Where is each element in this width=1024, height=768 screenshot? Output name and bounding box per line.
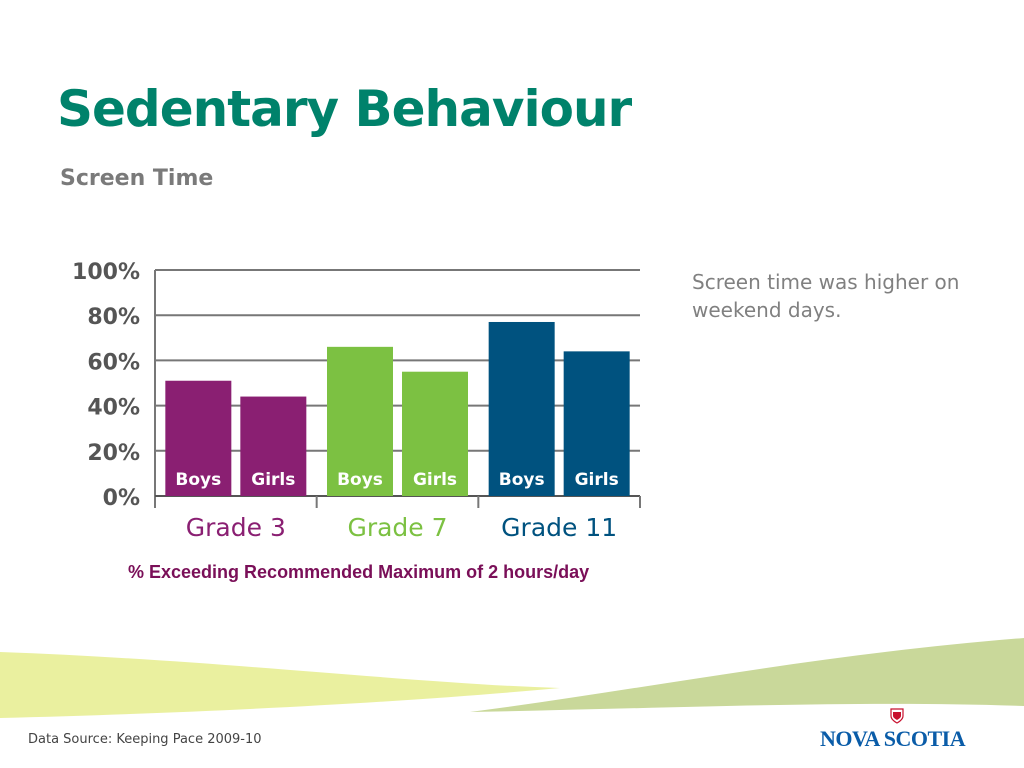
bar [240, 396, 307, 496]
group-label: Grade 3 [186, 513, 286, 542]
group-label: Grade 7 [347, 513, 447, 542]
logo-text: NOVA SCOTIA [820, 726, 966, 751]
data-source: Data Source: Keeping Pace 2009-10 [28, 732, 262, 747]
bar [165, 380, 232, 496]
bar-label: Boys [499, 470, 545, 490]
y-tick-label: 100% [72, 260, 140, 285]
y-tick-label: 80% [87, 305, 140, 330]
y-tick-label: 20% [87, 441, 140, 466]
page-title: Sedentary Behaviour [57, 80, 632, 138]
bar-label: Girls [575, 470, 619, 490]
y-tick-label: 40% [87, 396, 140, 421]
shield-icon [890, 708, 904, 724]
bar-label: Boys [337, 470, 383, 490]
y-tick-label: 60% [87, 350, 140, 375]
bar [402, 371, 468, 496]
bar-label: Girls [251, 470, 295, 490]
x-axis-label: % Exceeding Recommended Maximum of 2 hou… [128, 562, 590, 582]
page-subtitle: Screen Time [60, 166, 214, 191]
bar-chart: 0% 20% 40% 60% 80% 100% Boys Girls Grade 3 Boys Gi… [72, 260, 641, 542]
nova-scotia-logo: NOVA SCOTIA [820, 708, 980, 752]
side-note: Screen time was higher on weekend days. [692, 270, 960, 322]
group-label: Grade 11 [501, 513, 617, 542]
bar-label: Girls [413, 470, 457, 490]
bar [488, 321, 555, 496]
bar-label: Boys [175, 470, 221, 490]
bar [327, 346, 393, 496]
y-tick-label: 0% [103, 486, 140, 511]
bar [563, 351, 630, 496]
